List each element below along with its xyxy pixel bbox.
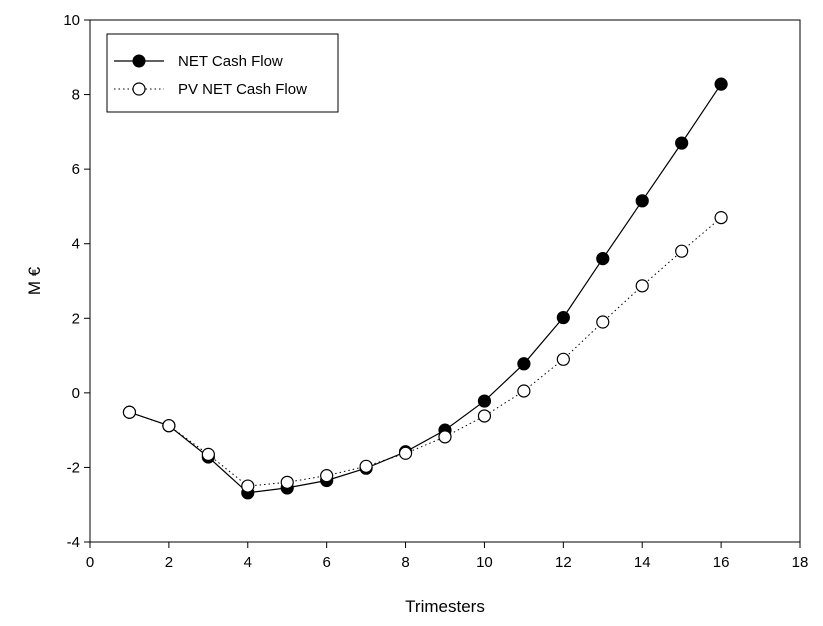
- x-axis: 0 2 4 6 8 10 12 14 16 18: [86, 542, 809, 571]
- y-tick-label: 10: [63, 12, 80, 29]
- data-point-net-cash-flow: [596, 252, 610, 266]
- data-point-pv-net-cash-flow: [438, 430, 452, 444]
- y-tick-label: -4: [67, 534, 80, 551]
- data-point-pv-net-cash-flow: [162, 419, 176, 433]
- legend-label-net-cash-flow: NET Cash Flow: [178, 53, 283, 70]
- x-tick-label: 10: [476, 554, 493, 571]
- x-tick-label: 14: [634, 554, 651, 571]
- x-tick-label: 6: [322, 554, 330, 571]
- y-tick-label: -2: [67, 459, 80, 476]
- data-point-pv-net-cash-flow: [635, 279, 649, 293]
- data-point-pv-net-cash-flow: [201, 447, 215, 461]
- data-point-net-cash-flow: [556, 310, 570, 325]
- series-layer: [122, 77, 728, 500]
- legend-marker-pv-net-cash-flow: [132, 82, 146, 96]
- data-point-net-cash-flow: [635, 194, 649, 208]
- data-point-pv-net-cash-flow: [596, 315, 610, 329]
- data-point-pv-net-cash-flow: [477, 409, 492, 423]
- x-tick-label: 2: [165, 554, 173, 571]
- x-axis-title: Trimesters: [405, 597, 485, 616]
- data-point-pv-net-cash-flow: [241, 479, 255, 493]
- legend-box: [106, 33, 339, 113]
- y-tick-label: 2: [72, 310, 80, 327]
- data-point-pv-net-cash-flow: [280, 475, 294, 489]
- y-tick-label: 6: [72, 161, 80, 178]
- data-point-pv-net-cash-flow: [359, 459, 373, 473]
- data-point-net-cash-flow: [714, 77, 728, 91]
- y-axis-title: M €: [25, 266, 44, 295]
- plot-frame: [89, 19, 801, 543]
- data-point-pv-net-cash-flow: [122, 405, 137, 419]
- legend-marker-net-cash-flow: [132, 54, 146, 68]
- data-point-pv-net-cash-flow: [398, 446, 413, 460]
- x-tick-label: 8: [401, 554, 409, 571]
- x-tick-label: 0: [86, 554, 94, 571]
- y-axis: -4 -2 0 2 4 6 8 10: [63, 12, 90, 551]
- series-line-net-cash-flow: [129, 83, 722, 494]
- data-point-pv-net-cash-flow: [320, 469, 334, 483]
- y-tick-label: 4: [72, 236, 80, 253]
- x-tick-label: 18: [792, 554, 809, 571]
- data-point-pv-net-cash-flow: [714, 211, 728, 225]
- data-point-pv-net-cash-flow: [675, 244, 689, 258]
- x-tick-label: 4: [244, 554, 252, 571]
- data-point-net-cash-flow: [675, 136, 689, 150]
- y-tick-label: 0: [72, 385, 80, 402]
- data-point-pv-net-cash-flow: [556, 352, 570, 366]
- data-point-net-cash-flow: [477, 394, 492, 408]
- data-point-pv-net-cash-flow: [517, 384, 531, 398]
- y-tick-label: 8: [72, 87, 80, 104]
- series-line-pv-net-cash-flow: [129, 217, 722, 487]
- x-tick-label: 12: [555, 554, 572, 571]
- x-tick-label: 16: [713, 554, 730, 571]
- legend-label-pv-net-cash-flow: PV NET Cash Flow: [178, 81, 307, 98]
- data-point-net-cash-flow: [517, 357, 531, 371]
- legend: NET Cash Flow PV NET Cash Flow: [106, 33, 339, 113]
